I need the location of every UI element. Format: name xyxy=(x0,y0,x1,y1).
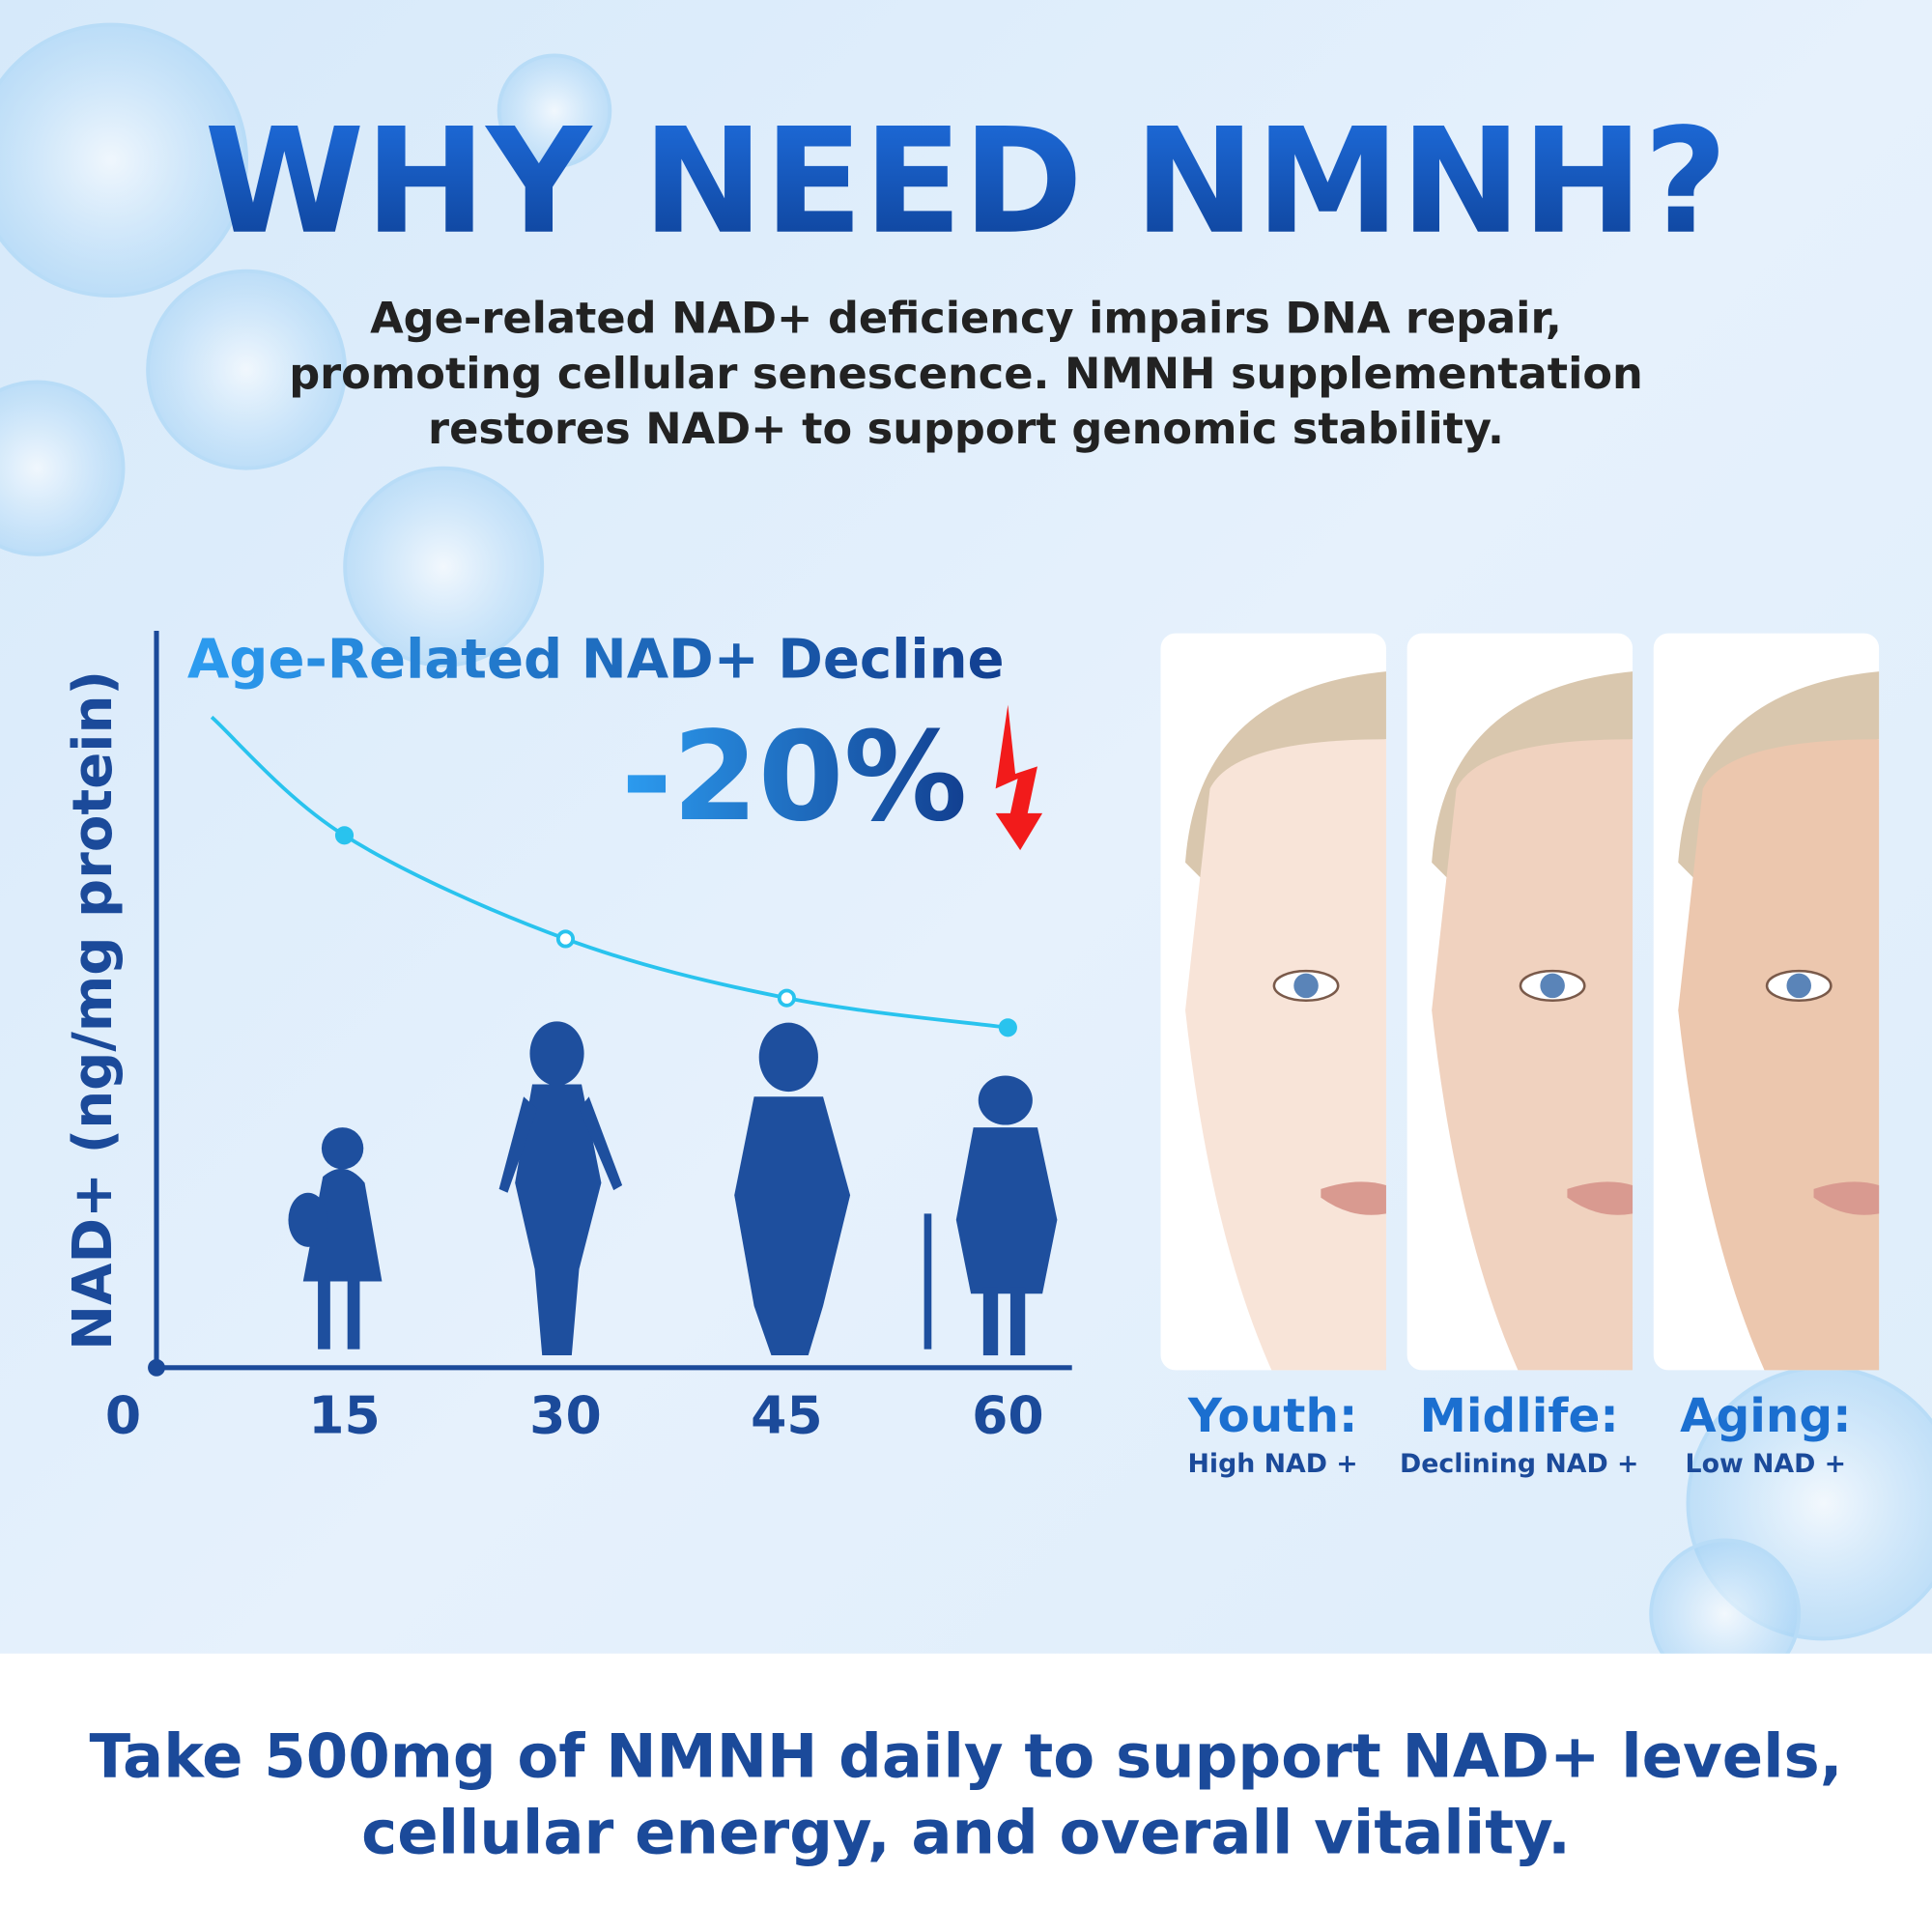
panel-caption: High NAD + xyxy=(1188,1449,1358,1479)
y-axis-label: NAD+ (ng/mg protein) xyxy=(62,670,125,1350)
panel-caption: Low NAD + xyxy=(1686,1449,1847,1479)
chart: Age-Related NAD+ Decline -20% NAD+ (ng/m… xyxy=(62,629,1072,1445)
face xyxy=(1678,739,1880,1371)
origin-dot xyxy=(148,1358,165,1377)
x-tick-label: 60 xyxy=(972,1384,1044,1445)
x-tick-label: 30 xyxy=(529,1384,602,1445)
down-arrow xyxy=(995,704,1043,851)
annotation: -20% xyxy=(621,706,967,849)
iris xyxy=(1293,973,1319,999)
hair xyxy=(1185,671,1386,888)
face xyxy=(1432,739,1634,1371)
point xyxy=(555,929,576,949)
subtitle-line: restores NAD+ to support genomic stabili… xyxy=(428,404,1504,454)
x-tick-label: 0 xyxy=(105,1384,141,1445)
panel-title: Midlife: xyxy=(1420,1389,1619,1443)
iris xyxy=(1786,973,1811,999)
lips xyxy=(1321,1181,1386,1215)
chart-title: Age-Related NAD+ Decline xyxy=(187,629,1005,692)
hair xyxy=(1678,671,1880,888)
panel-caption: Declining NAD + xyxy=(1400,1449,1638,1479)
footer-line: cellular energy, and overall vitality. xyxy=(361,1797,1571,1867)
silhouettes xyxy=(288,1021,1058,1356)
face xyxy=(1185,739,1386,1371)
iris xyxy=(1540,973,1565,999)
panels: Youth: High NAD + Midlife: Declining NAD + A… xyxy=(1160,633,1880,1479)
title: WHY NEED NMNH? xyxy=(204,98,1727,267)
panel-title: Youth: xyxy=(1187,1389,1357,1443)
lips xyxy=(1567,1181,1634,1215)
footer-band xyxy=(0,1653,1932,1932)
footer-line: Take 500mg of NMNH daily to support NAD+… xyxy=(89,1720,1842,1791)
x-tick-label: 45 xyxy=(751,1384,823,1445)
subtitle-line: promoting cellular senescence. NMNH supp… xyxy=(289,349,1643,399)
point xyxy=(777,988,796,1008)
x-tick-label: 15 xyxy=(308,1384,381,1445)
panel-title: Aging: xyxy=(1680,1389,1851,1443)
subtitle-line: Age-related NAD+ deficiency impairs DNA … xyxy=(370,293,1562,343)
lips xyxy=(1813,1181,1880,1215)
hair xyxy=(1432,671,1634,888)
point xyxy=(334,826,355,845)
point xyxy=(998,1018,1017,1037)
